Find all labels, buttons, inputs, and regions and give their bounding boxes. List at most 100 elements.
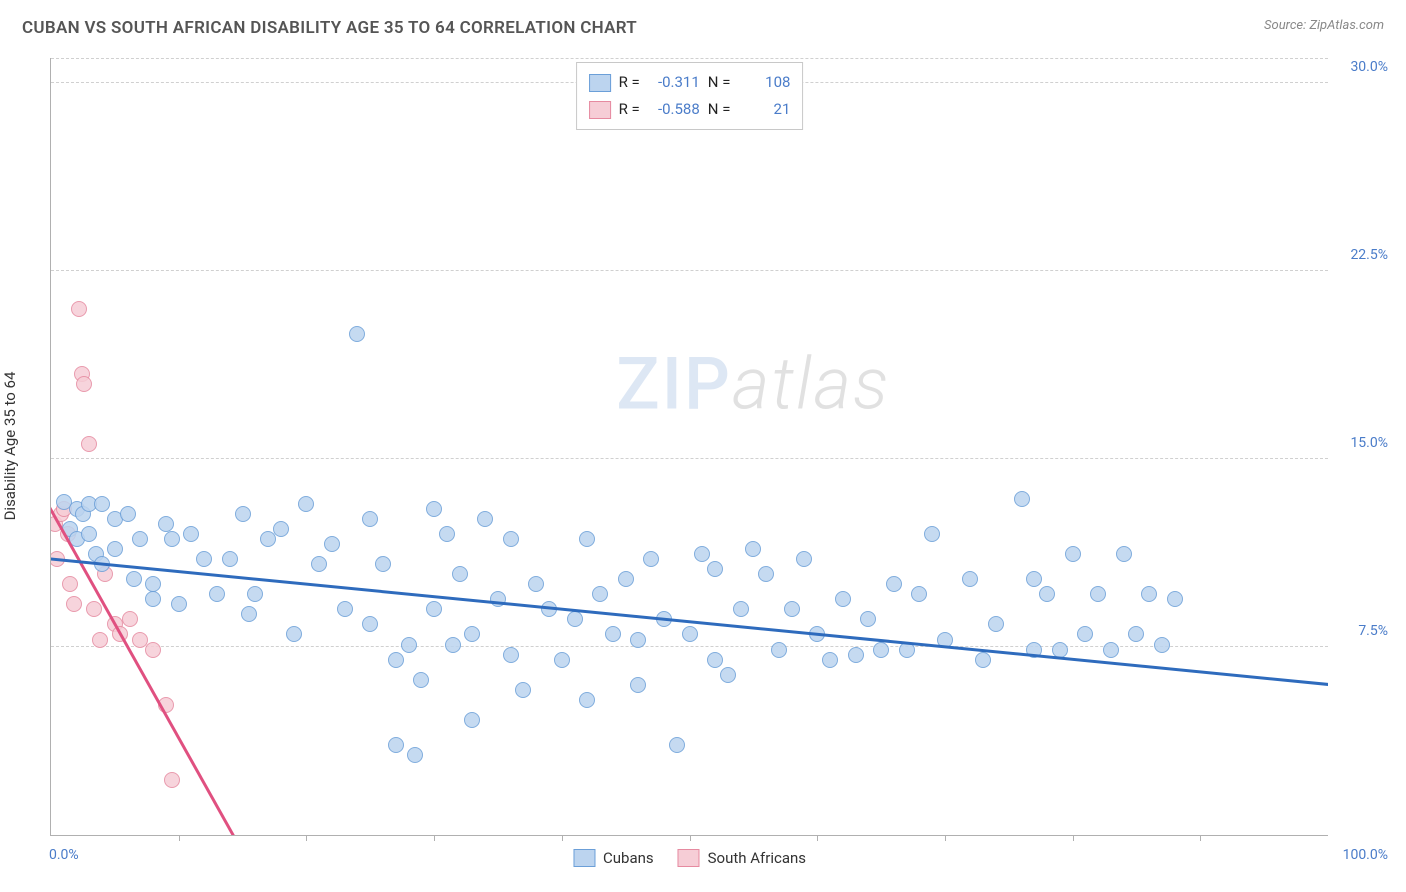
scatter-point xyxy=(822,652,838,668)
ytick-label: 22.5% xyxy=(1350,247,1388,263)
scatter-point xyxy=(286,626,302,642)
r-label-2: R = xyxy=(619,96,640,123)
watermark-atlas: atlas xyxy=(732,342,890,427)
source: Source: ZipAtlas.com xyxy=(1264,18,1384,33)
xtick-mark xyxy=(945,835,946,841)
scatter-point xyxy=(796,551,812,567)
scatter-point xyxy=(375,556,391,572)
scatter-point xyxy=(388,652,404,668)
scatter-point xyxy=(145,642,161,658)
scatter-point xyxy=(1077,626,1093,642)
scatter-point xyxy=(362,511,378,527)
scatter-point xyxy=(1090,586,1106,602)
gridline-h xyxy=(51,458,1328,459)
scatter-point xyxy=(71,301,87,317)
scatter-point xyxy=(311,556,327,572)
scatter-point xyxy=(490,591,506,607)
watermark: ZIPatlas xyxy=(616,342,890,427)
scatter-point xyxy=(66,596,82,612)
scatter-point xyxy=(1167,591,1183,607)
scatter-point xyxy=(183,526,199,542)
scatter-point xyxy=(107,541,123,557)
xtick-mark xyxy=(434,835,435,841)
watermark-zip: ZIP xyxy=(616,342,732,427)
xtick-mark xyxy=(690,835,691,841)
scatter-point xyxy=(171,596,187,612)
scatter-point xyxy=(94,496,110,512)
scatter-point xyxy=(1128,626,1144,642)
scatter-point xyxy=(92,632,108,648)
scatter-point xyxy=(848,647,864,663)
scatter-point xyxy=(630,677,646,693)
plot-clip: ZIPatlas xyxy=(51,58,1328,835)
scatter-point xyxy=(324,536,340,552)
xtick-mark xyxy=(1200,835,1201,841)
scatter-point xyxy=(222,551,238,567)
scatter-point xyxy=(241,606,257,622)
legend-item-safricans: South Africans xyxy=(678,849,806,867)
scatter-point xyxy=(643,551,659,567)
r-value-cubans: -0.311 xyxy=(648,69,700,96)
scatter-point xyxy=(445,637,461,653)
scatter-point xyxy=(988,616,1004,632)
scatter-point xyxy=(592,586,608,602)
scatter-point xyxy=(62,576,78,592)
ytick-label: 30.0% xyxy=(1350,59,1388,75)
scatter-point xyxy=(349,326,365,342)
scatter-point xyxy=(886,576,902,592)
legend-item-cubans: Cubans xyxy=(573,849,654,867)
scatter-point xyxy=(464,626,480,642)
source-name: ZipAtlas.com xyxy=(1309,18,1384,33)
scatter-point xyxy=(132,531,148,547)
y-axis-label: Disability Age 35 to 64 xyxy=(1,372,19,521)
n-label-2: N = xyxy=(708,96,731,123)
scatter-point xyxy=(733,601,749,617)
scatter-point xyxy=(554,652,570,668)
legend-swatch-cubans xyxy=(573,849,595,867)
scatter-point xyxy=(1116,546,1132,562)
scatter-point xyxy=(120,506,136,522)
xtick-mark xyxy=(562,835,563,841)
scatter-point xyxy=(515,682,531,698)
scatter-point xyxy=(1065,546,1081,562)
scatter-point xyxy=(694,546,710,562)
scatter-point xyxy=(745,541,761,557)
scatter-point xyxy=(682,626,698,642)
scatter-point xyxy=(758,566,774,582)
scatter-point xyxy=(707,652,723,668)
scatter-point xyxy=(975,652,991,668)
legend-label-safricans: South Africans xyxy=(708,849,806,867)
scatter-point xyxy=(413,672,429,688)
scatter-point xyxy=(528,576,544,592)
scatter-point xyxy=(911,586,927,602)
scatter-point xyxy=(720,667,736,683)
scatter-point xyxy=(605,626,621,642)
scatter-point xyxy=(1141,586,1157,602)
scatter-point xyxy=(407,747,423,763)
scatter-point xyxy=(337,601,353,617)
n-label: N = xyxy=(708,69,731,96)
scatter-point xyxy=(618,571,634,587)
scatter-point xyxy=(158,516,174,532)
scatter-point xyxy=(464,712,480,728)
scatter-point xyxy=(76,376,92,392)
scatter-point xyxy=(164,772,180,788)
xtick-mark xyxy=(306,835,307,841)
scatter-point xyxy=(1103,642,1119,658)
scatter-point xyxy=(122,611,138,627)
gridline-h xyxy=(51,270,1328,271)
scatter-point xyxy=(86,601,102,617)
scatter-point xyxy=(145,591,161,607)
scatter-point xyxy=(630,632,646,648)
scatter-point xyxy=(145,576,161,592)
scatter-point xyxy=(81,526,97,542)
scatter-point xyxy=(439,526,455,542)
scatter-point xyxy=(401,637,417,653)
scatter-point xyxy=(567,611,583,627)
plot-area: ZIPatlas R = -0.311 N = 108 R = -0.588 N… xyxy=(50,58,1328,836)
r-value-safricans: -0.588 xyxy=(648,96,700,123)
scatter-point xyxy=(784,601,800,617)
scatter-point xyxy=(962,571,978,587)
gridline-h xyxy=(51,646,1328,647)
legend-label-cubans: Cubans xyxy=(603,849,654,867)
